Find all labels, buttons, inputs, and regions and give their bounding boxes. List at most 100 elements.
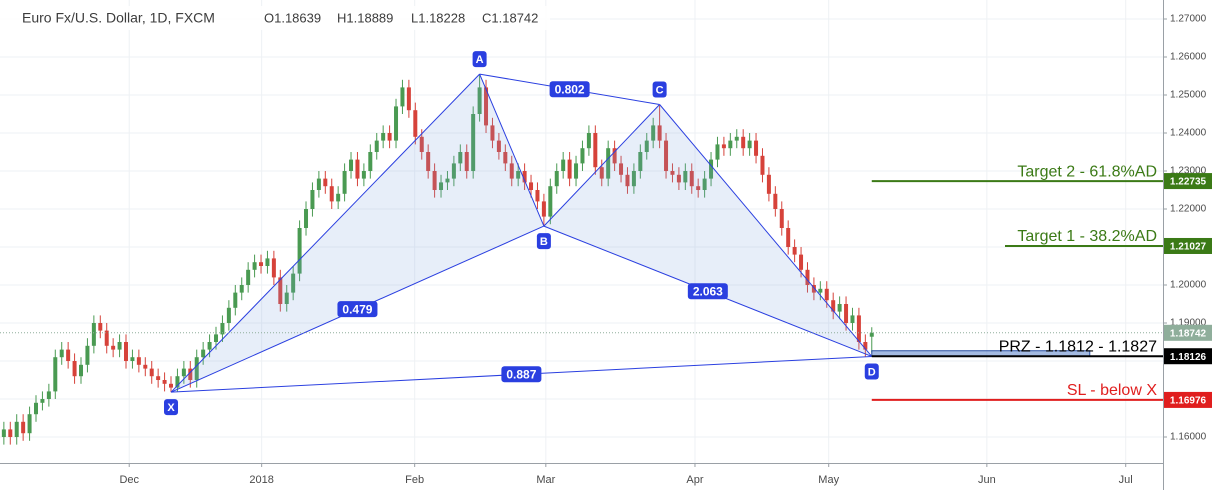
candle-body xyxy=(27,414,32,434)
pattern-fill xyxy=(543,104,872,357)
candle-body xyxy=(631,171,636,187)
candle-body xyxy=(844,304,849,324)
candle-body xyxy=(220,323,225,335)
candle-body xyxy=(580,148,585,164)
candle-body xyxy=(709,159,714,179)
candle-body xyxy=(387,133,392,141)
candle-body xyxy=(799,254,804,270)
candle-body xyxy=(117,342,122,350)
x-tick-label: Jun xyxy=(978,474,996,486)
price-tag xyxy=(1164,391,1212,408)
candle-body xyxy=(554,171,559,187)
candle-body xyxy=(374,140,379,153)
candle-body xyxy=(715,144,720,160)
candle-body xyxy=(214,334,219,343)
candle-body xyxy=(66,349,71,362)
candle-body xyxy=(574,163,579,179)
candle-body xyxy=(136,357,141,365)
ratio-box xyxy=(687,283,728,300)
point-box xyxy=(536,233,551,250)
candle-body xyxy=(400,87,405,107)
candle-body xyxy=(696,186,701,191)
candle-body xyxy=(98,323,103,331)
candle-body xyxy=(541,201,546,217)
y-tick-label: 1.20000 xyxy=(1170,280,1207,291)
candle-body xyxy=(419,136,424,153)
ohlc-high: H1.18889 xyxy=(337,10,393,25)
candle-body xyxy=(811,285,816,293)
candle-body xyxy=(284,292,289,305)
candle-body xyxy=(734,136,739,141)
pattern-leg xyxy=(170,73,480,393)
candle-body xyxy=(175,376,180,388)
pattern: 0.802 0.479 2.063 0.887 X A B C D Target 2 - 61.8… xyxy=(0,51,1163,416)
candle-body xyxy=(676,174,681,183)
candle-body xyxy=(869,332,874,337)
candle-body xyxy=(381,133,386,141)
candle-body xyxy=(85,345,90,365)
header: Euro Fx/U.S. Dollar, 1D, FXCM O1.18639 H… xyxy=(0,6,550,30)
candle-body xyxy=(149,368,154,377)
candle-body xyxy=(535,190,540,202)
candle-body xyxy=(522,171,527,183)
candle-body xyxy=(304,209,309,229)
candle-body xyxy=(612,148,617,164)
price-tag-label: 1.18742 xyxy=(1170,328,1207,339)
ratio-box xyxy=(549,81,590,98)
ratio-label: 0.479 xyxy=(342,302,372,316)
candle-body xyxy=(863,342,868,350)
candle-body xyxy=(548,186,553,217)
candle-body xyxy=(792,247,797,255)
pattern-leg xyxy=(659,104,873,357)
candle-body xyxy=(349,159,354,172)
ratio-label: 0.887 xyxy=(506,367,536,381)
candle-body xyxy=(856,315,861,343)
candle-body xyxy=(496,140,501,153)
point-label: B xyxy=(540,236,548,248)
candle-body xyxy=(207,342,212,350)
candle-body xyxy=(805,269,810,286)
candle-body xyxy=(477,87,482,115)
candle-body xyxy=(721,144,726,149)
candle-body xyxy=(837,304,842,312)
candle-body xyxy=(651,125,656,141)
level-label: Target 1 - 38.2%AD xyxy=(1017,228,1157,245)
x-tick-label: Feb xyxy=(405,474,424,486)
ratio-box xyxy=(337,301,378,318)
pattern-fill xyxy=(171,74,544,393)
candle-body xyxy=(226,307,231,324)
price-tag-label: 1.22735 xyxy=(1170,177,1207,188)
candle-body xyxy=(458,152,463,164)
candle-body xyxy=(111,345,116,350)
candle-body xyxy=(72,361,77,377)
y-tick-label: 1.16000 xyxy=(1170,432,1207,443)
candle-body xyxy=(432,171,437,191)
candle-body xyxy=(619,163,624,175)
candle-body xyxy=(529,182,534,191)
ratio-label: 2.063 xyxy=(693,284,723,298)
x-tick-label: Mar xyxy=(536,474,555,486)
y-tick-label: 1.24000 xyxy=(1170,128,1207,139)
candle-body xyxy=(779,209,784,229)
level-label: SL - below X xyxy=(1067,382,1157,399)
candle-body xyxy=(342,171,347,194)
candle-body xyxy=(593,133,598,168)
candle-body xyxy=(445,178,450,183)
symbol-title: Euro Fx/U.S. Dollar, 1D, FXCM xyxy=(22,10,215,26)
candle-body xyxy=(773,193,778,210)
y-tick-label: 1.27000 xyxy=(1170,14,1207,25)
candle-body xyxy=(143,364,148,369)
candle-body xyxy=(79,364,84,377)
candle-body xyxy=(818,288,823,293)
y-tick-label: 1.22000 xyxy=(1170,204,1207,215)
candle-body xyxy=(657,125,662,141)
price-tag-label: 1.16976 xyxy=(1170,396,1207,407)
ratio-box xyxy=(501,366,542,383)
time-axis-panel xyxy=(0,463,1163,490)
candle-body xyxy=(169,383,174,388)
candle-body xyxy=(625,174,630,187)
candle-body xyxy=(426,152,431,172)
x-tick-label: 2018 xyxy=(249,474,273,486)
